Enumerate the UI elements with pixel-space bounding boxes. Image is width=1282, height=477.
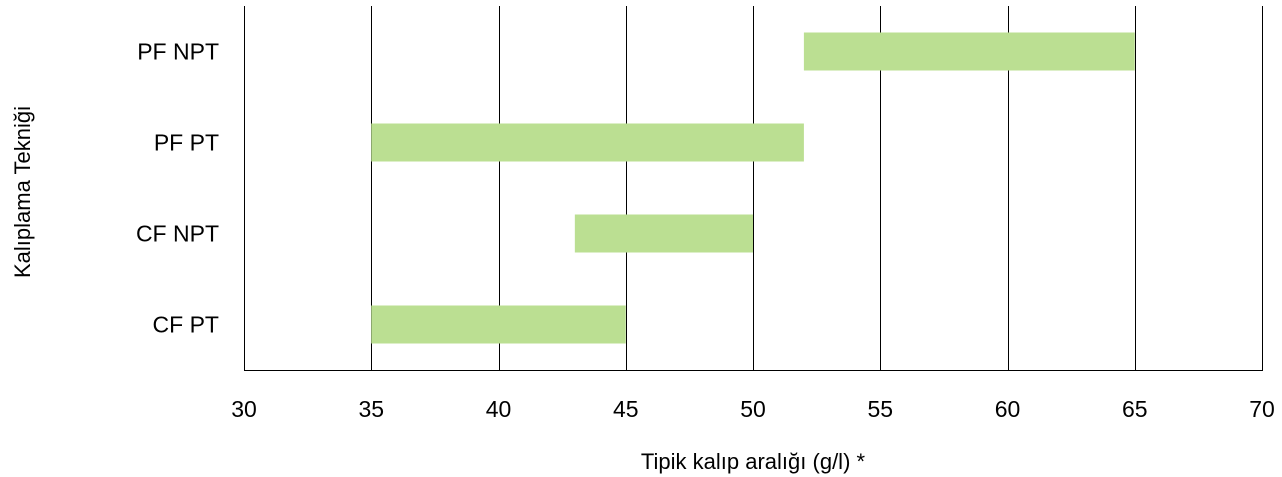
y-category-label-pf-npt: PF NPT: [137, 39, 219, 65]
y-category-label-pf-pt: PF PT: [154, 130, 219, 156]
y-category-label-cf-pt: CF PT: [153, 312, 219, 338]
axes: [244, 6, 1263, 371]
bars: [371, 32, 1135, 344]
x-tick-label-35: 35: [358, 396, 384, 422]
x-tick-label-55: 55: [867, 396, 893, 422]
bar-pf-npt: [803, 32, 1135, 71]
y-axis-title: Kalıplama Tekniği: [10, 106, 35, 278]
bar-cf-pt: [371, 305, 626, 344]
x-tick-label-70: 70: [1249, 396, 1275, 422]
x-tick-label-40: 40: [486, 396, 512, 422]
tick-labels: 30 35 40 45 50 55 60 65 70 PF NPT PF PT CF NPT CF PT: [136, 39, 1275, 423]
x-tick-label-45: 45: [613, 396, 639, 422]
bar-pf-pt: [371, 123, 804, 162]
x-axis-title: Tipik kalıp aralığı (g/l) *: [641, 449, 866, 474]
x-tick-label-65: 65: [1122, 396, 1148, 422]
y-category-label-cf-npt: CF NPT: [136, 221, 219, 247]
bar-cf-npt: [574, 214, 753, 253]
x-tick-label-30: 30: [231, 396, 257, 422]
x-tick-label-50: 50: [740, 396, 766, 422]
x-tick-label-60: 60: [995, 396, 1021, 422]
